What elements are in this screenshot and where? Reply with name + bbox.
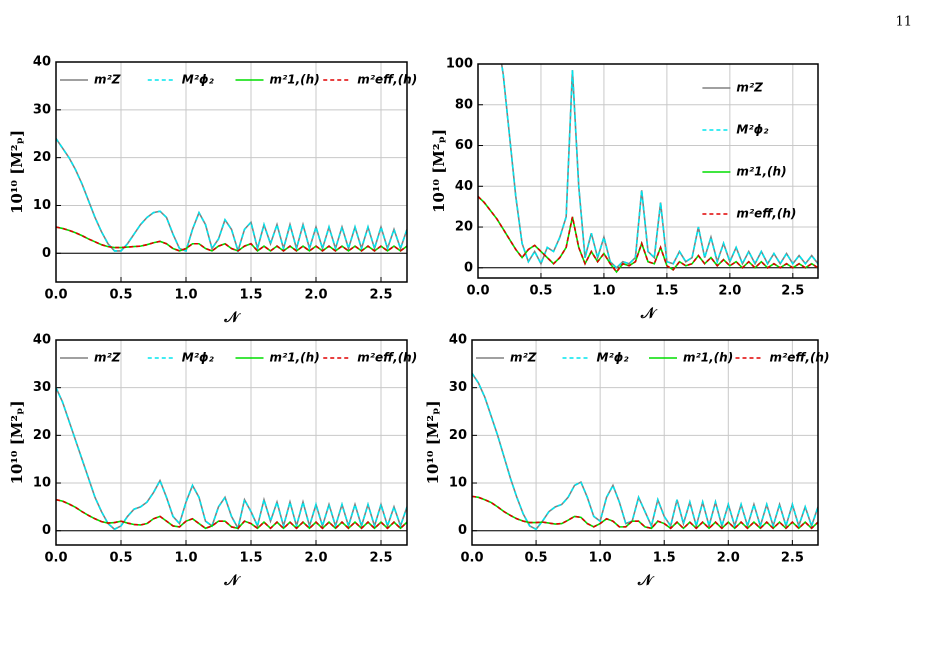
y-axis-label: 10¹⁰ [M²ₚ] xyxy=(424,400,442,484)
series-line xyxy=(56,387,407,531)
series-line xyxy=(478,195,818,274)
x-tick-label: 0.0 xyxy=(44,551,67,566)
plot-frame xyxy=(477,63,819,279)
legend-label: m²eff,(h) xyxy=(357,73,417,87)
y-tick-label: 10 xyxy=(33,198,51,213)
x-axis-label: 𝒩 xyxy=(637,571,655,589)
x-tick-label: 0.5 xyxy=(109,288,132,303)
x-axis-label: 𝒩 xyxy=(640,304,658,322)
page-number: 11 xyxy=(895,15,912,30)
legend-label: m²Z xyxy=(736,81,763,95)
x-tick-label: 1.5 xyxy=(239,551,262,566)
legend-label: m²1,(h) xyxy=(270,73,320,87)
y-axis-label: 10¹⁰ [M²ₚ] xyxy=(8,400,26,484)
series-line xyxy=(56,498,407,530)
x-tick-label: 2.0 xyxy=(304,288,327,303)
plot-frame xyxy=(471,339,819,546)
series-line xyxy=(56,226,407,252)
y-tick-label: 40 xyxy=(33,55,51,70)
x-tick-label: 1.0 xyxy=(589,551,612,566)
x-tick-label: 1.5 xyxy=(655,284,678,299)
legend-label: m²eff,(h) xyxy=(357,351,417,365)
legend-label: m²1,(h) xyxy=(736,165,786,179)
legend-label: M²ϕ₂ xyxy=(597,351,630,365)
x-tick-label: 1.0 xyxy=(174,551,197,566)
x-tick-label: 2.5 xyxy=(369,288,392,303)
x-tick-label: 0.5 xyxy=(109,551,132,566)
y-tick-label: 0 xyxy=(42,523,51,538)
x-tick-label: 1.0 xyxy=(592,284,615,299)
x-tick-label: 2.0 xyxy=(717,551,740,566)
x-tick-label: 2.0 xyxy=(718,284,741,299)
y-tick-label: 30 xyxy=(33,380,51,395)
series-line xyxy=(472,495,818,530)
legend-label: m²Z xyxy=(510,351,537,365)
y-tick-label: 30 xyxy=(449,380,467,395)
x-tick-label: 0.5 xyxy=(525,551,548,566)
y-tick-label: 40 xyxy=(449,333,467,348)
y-tick-label: 60 xyxy=(455,138,473,153)
y-axis-label: 10¹⁰ [M²ₚ] xyxy=(8,130,26,214)
y-tick-label: 30 xyxy=(33,102,51,117)
y-tick-label: 40 xyxy=(33,333,51,348)
x-axis-label: 𝒩 xyxy=(223,308,241,326)
panel: 0.0 0.5 1.0 1.5 2.0 2.5 0 10 20 30 40 m²Z M²ϕ₂ m²1,(h… xyxy=(424,333,829,590)
y-tick-label: 20 xyxy=(449,428,467,443)
panel: 0.0 0.5 1.0 1.5 2.0 2.5 0 20 40 60 80 100 m²Z M²ϕ₂ m²1… xyxy=(430,57,819,322)
legend-label: M²ϕ₂ xyxy=(182,351,215,365)
y-tick-label: 20 xyxy=(33,428,51,443)
x-tick-label: 0.0 xyxy=(466,284,489,299)
plot-frame xyxy=(55,61,408,283)
x-tick-label: 0.0 xyxy=(44,288,67,303)
panel: 0.0 0.5 1.0 1.5 2.0 2.5 0 10 20 30 40 m²Z M²ϕ₂ m²1,(h… xyxy=(8,55,417,327)
series-line xyxy=(472,372,818,531)
x-tick-label: 2.5 xyxy=(369,551,392,566)
x-tick-label: 2.0 xyxy=(304,551,327,566)
y-tick-label: 0 xyxy=(458,523,467,538)
y-tick-label: 80 xyxy=(455,97,473,112)
x-tick-label: 0.0 xyxy=(460,551,483,566)
x-axis-label: 𝒩 xyxy=(223,571,241,589)
legend-label: m²eff,(h) xyxy=(770,351,830,365)
y-tick-label: 40 xyxy=(455,179,473,194)
series-line xyxy=(500,64,818,269)
series-line xyxy=(56,138,407,254)
legend-label: m²1,(h) xyxy=(270,351,320,365)
legend-label: m²eff,(h) xyxy=(736,207,796,221)
x-tick-label: 1.5 xyxy=(239,288,262,303)
x-tick-label: 2.5 xyxy=(781,551,804,566)
y-tick-label: 10 xyxy=(449,476,467,491)
y-tick-label: 0 xyxy=(42,246,51,261)
series-line xyxy=(472,372,818,531)
y-tick-label: 100 xyxy=(446,57,473,72)
y-tick-label: 20 xyxy=(455,220,473,235)
y-tick-label: 20 xyxy=(33,150,51,165)
x-tick-label: 0.5 xyxy=(529,284,552,299)
y-tick-label: 0 xyxy=(464,260,473,275)
legend-label: m²Z xyxy=(94,73,121,87)
plot-frame xyxy=(55,339,408,546)
x-tick-label: 1.0 xyxy=(174,288,197,303)
x-tick-label: 1.5 xyxy=(653,551,676,566)
x-tick-label: 2.5 xyxy=(781,284,804,299)
legend-label: m²Z xyxy=(94,351,121,365)
legend-label: M²ϕ₂ xyxy=(182,73,215,87)
panel: 0.0 0.5 1.0 1.5 2.0 2.5 0 10 20 30 40 m²Z M²ϕ₂ m²1,(h… xyxy=(8,333,417,590)
y-axis-label: 10¹⁰ [M²ₚ] xyxy=(430,129,448,213)
y-tick-label: 10 xyxy=(33,476,51,491)
legend-label: M²ϕ₂ xyxy=(736,123,769,137)
legend-label: m²1,(h) xyxy=(683,351,733,365)
series-line xyxy=(56,138,407,254)
